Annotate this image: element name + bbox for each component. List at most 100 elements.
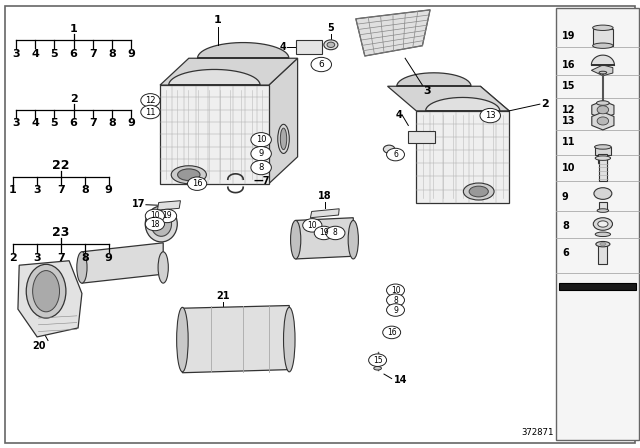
Bar bbox=[598, 154, 607, 163]
Bar bbox=[296, 40, 322, 54]
Text: 16: 16 bbox=[387, 328, 397, 337]
Text: 10: 10 bbox=[390, 286, 401, 295]
Ellipse shape bbox=[593, 218, 612, 230]
Circle shape bbox=[251, 133, 271, 147]
Bar bbox=[595, 147, 611, 155]
Polygon shape bbox=[600, 243, 606, 246]
Text: 9: 9 bbox=[105, 253, 113, 263]
Ellipse shape bbox=[348, 220, 358, 259]
Text: 23: 23 bbox=[52, 226, 70, 240]
Polygon shape bbox=[591, 55, 614, 65]
Text: 6: 6 bbox=[70, 118, 77, 128]
Polygon shape bbox=[591, 65, 613, 76]
Ellipse shape bbox=[145, 206, 177, 242]
Text: 6: 6 bbox=[70, 49, 77, 59]
Circle shape bbox=[597, 106, 609, 114]
Ellipse shape bbox=[597, 209, 609, 212]
Text: 7: 7 bbox=[57, 253, 65, 263]
Ellipse shape bbox=[284, 307, 295, 372]
Polygon shape bbox=[388, 86, 509, 111]
Text: 13: 13 bbox=[485, 111, 495, 120]
Text: 8: 8 bbox=[562, 221, 569, 231]
Text: 10: 10 bbox=[150, 211, 160, 220]
Polygon shape bbox=[417, 111, 509, 202]
Ellipse shape bbox=[596, 101, 609, 105]
Ellipse shape bbox=[26, 264, 66, 318]
Ellipse shape bbox=[463, 183, 494, 200]
Text: 2: 2 bbox=[70, 94, 77, 103]
Bar bbox=[599, 202, 607, 211]
Bar bbox=[593, 29, 613, 46]
Text: 15: 15 bbox=[562, 81, 575, 91]
Ellipse shape bbox=[593, 43, 613, 48]
Circle shape bbox=[387, 304, 404, 316]
Text: 4: 4 bbox=[31, 49, 39, 59]
Text: 1: 1 bbox=[9, 185, 17, 195]
Text: 5: 5 bbox=[328, 23, 334, 33]
Text: 5: 5 bbox=[432, 105, 438, 115]
Text: 19: 19 bbox=[562, 31, 575, 41]
Ellipse shape bbox=[172, 166, 206, 184]
Text: 13: 13 bbox=[562, 116, 575, 126]
Circle shape bbox=[369, 354, 387, 366]
Text: 6: 6 bbox=[562, 248, 569, 258]
Polygon shape bbox=[269, 58, 298, 184]
Text: 12: 12 bbox=[562, 105, 575, 115]
Text: 4: 4 bbox=[31, 118, 39, 128]
Text: 2: 2 bbox=[9, 253, 17, 263]
Bar bbox=[556, 8, 639, 440]
Polygon shape bbox=[160, 85, 269, 184]
Circle shape bbox=[141, 94, 160, 107]
Ellipse shape bbox=[595, 145, 611, 149]
Circle shape bbox=[251, 146, 271, 161]
Text: 4: 4 bbox=[280, 42, 287, 52]
Polygon shape bbox=[310, 209, 339, 218]
Text: 8: 8 bbox=[108, 49, 116, 59]
Text: 5: 5 bbox=[51, 118, 58, 128]
Circle shape bbox=[311, 57, 332, 72]
Circle shape bbox=[145, 217, 164, 231]
Text: 18: 18 bbox=[318, 191, 332, 201]
Ellipse shape bbox=[595, 156, 611, 160]
Ellipse shape bbox=[291, 220, 301, 259]
Ellipse shape bbox=[177, 307, 188, 372]
Text: 19: 19 bbox=[319, 228, 329, 237]
Text: 9: 9 bbox=[105, 185, 113, 195]
Ellipse shape bbox=[77, 252, 87, 283]
Text: 16: 16 bbox=[562, 60, 575, 70]
Ellipse shape bbox=[593, 25, 613, 30]
Bar bbox=[408, 131, 435, 143]
Circle shape bbox=[383, 326, 401, 339]
Text: 20: 20 bbox=[32, 341, 45, 351]
Text: 8: 8 bbox=[333, 228, 338, 237]
Text: 3: 3 bbox=[424, 86, 431, 96]
Ellipse shape bbox=[33, 271, 60, 312]
Text: 22: 22 bbox=[52, 159, 70, 172]
Circle shape bbox=[303, 219, 322, 232]
Text: 3: 3 bbox=[33, 253, 40, 263]
Circle shape bbox=[480, 108, 500, 123]
Text: 3: 3 bbox=[12, 49, 20, 59]
Text: 9: 9 bbox=[393, 306, 398, 314]
Text: 1: 1 bbox=[70, 24, 77, 34]
Circle shape bbox=[145, 209, 164, 223]
Text: 8: 8 bbox=[81, 185, 89, 195]
Circle shape bbox=[387, 284, 404, 297]
Text: 11: 11 bbox=[145, 108, 156, 116]
Text: 7: 7 bbox=[89, 49, 97, 59]
Circle shape bbox=[251, 160, 271, 175]
Ellipse shape bbox=[595, 232, 611, 237]
Text: 4: 4 bbox=[395, 110, 402, 120]
Text: 2: 2 bbox=[541, 99, 549, 109]
Text: 9: 9 bbox=[562, 192, 569, 202]
Ellipse shape bbox=[178, 169, 200, 181]
Polygon shape bbox=[198, 43, 289, 58]
Ellipse shape bbox=[280, 128, 287, 150]
Text: 14: 14 bbox=[394, 375, 408, 385]
Circle shape bbox=[326, 226, 345, 240]
Polygon shape bbox=[18, 261, 82, 337]
Polygon shape bbox=[356, 10, 430, 56]
Ellipse shape bbox=[327, 42, 335, 47]
Ellipse shape bbox=[599, 71, 607, 74]
Text: 12: 12 bbox=[145, 96, 156, 105]
